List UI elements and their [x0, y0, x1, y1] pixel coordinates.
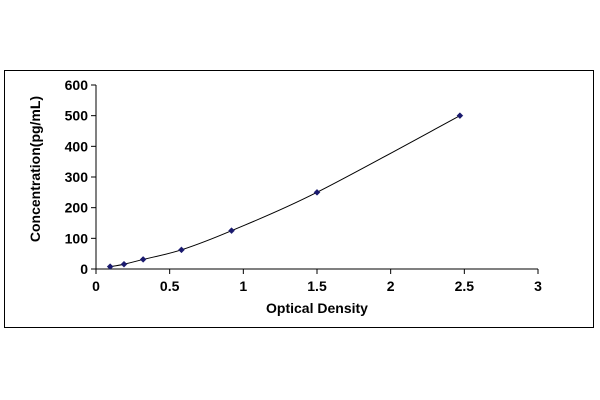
axes [95, 85, 538, 270]
data-point [139, 256, 147, 263]
y-ticks: 0 100 200 300 400 500 600 [65, 77, 96, 277]
data-point [178, 246, 185, 254]
y-tick-label: 600 [65, 77, 89, 93]
x-tick-label: 0 [92, 278, 100, 294]
y-tick-label: 200 [65, 200, 89, 216]
data-point [120, 260, 128, 268]
data-point [228, 227, 235, 235]
chart-frame [4, 70, 594, 328]
y-tick-label: 300 [65, 169, 89, 185]
x-axis-title: Optical Density [266, 300, 368, 316]
fit-curve [110, 115, 461, 268]
data-point [313, 188, 321, 196]
y-tick-label: 100 [65, 230, 89, 246]
x-tick-label: 2.5 [455, 278, 475, 294]
y-tick-label: 500 [65, 108, 89, 124]
x-tick-label: 1.5 [307, 278, 327, 294]
y-axis-title: Concentration(pg/mL) [27, 96, 43, 242]
x-tick-label: 3 [534, 278, 542, 294]
data-point [456, 112, 464, 120]
x-ticks: 0 0.5 1 1.5 2 2.5 3 [92, 269, 542, 294]
y-tick-label: 400 [65, 138, 89, 154]
data-points [106, 112, 464, 270]
y-tick-label: 0 [80, 261, 88, 277]
x-tick-label: 1 [239, 278, 247, 294]
x-tick-label: 2 [387, 278, 395, 294]
data-point [106, 263, 114, 270]
x-tick-label: 0.5 [160, 278, 180, 294]
